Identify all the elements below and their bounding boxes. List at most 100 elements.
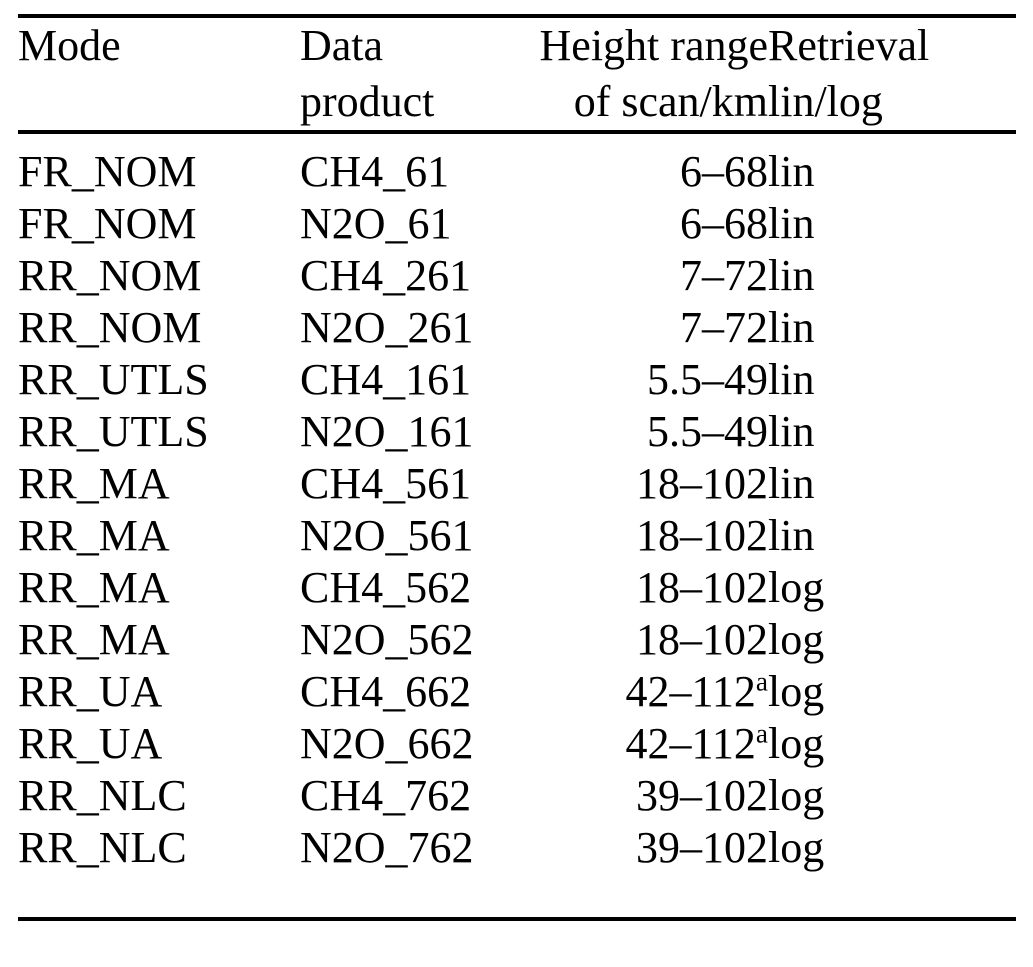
height-range-value: 42–112: [625, 719, 756, 768]
data-product-cell: CH4_561: [300, 459, 472, 508]
height-range-cell: 42–112a: [536, 666, 768, 718]
height-range-cell: 7–72: [536, 250, 768, 302]
mode-cell: RR_MA: [18, 563, 170, 612]
mode-cell: FR_NOM: [18, 199, 197, 248]
mode-cell: FR_NOM: [18, 147, 197, 196]
height-range-cell: 5.5–49: [536, 406, 768, 458]
mode-header-line1: Mode: [18, 21, 121, 70]
table-row: RR_UA N2O_662 42–112a log: [18, 718, 1016, 770]
header-row: Mode Data product Height range of scan/k…: [18, 16, 1016, 134]
data-product-cell: N2O_662: [300, 719, 474, 768]
data-product-cell: CH4_562: [300, 563, 472, 612]
height-range-value: 5.5–49: [647, 355, 768, 404]
table-row: RR_NLC CH4_762 39–102 log: [18, 770, 1016, 822]
data-product-cell: CH4_161: [300, 355, 472, 404]
data-product-cell: CH4_762: [300, 771, 472, 820]
retrieval-cell: lin: [768, 147, 815, 196]
retrieval-cell: lin: [768, 355, 815, 404]
height-range-value: 39–102: [636, 771, 768, 820]
retrieval-cell: lin: [768, 511, 815, 560]
table-row: FR_NOM CH4_61 6–68 lin: [18, 132, 1016, 198]
height-range-cell: 18–102: [536, 458, 768, 510]
mode-cell: RR_MA: [18, 615, 170, 664]
height-range-cell: 5.5–49: [536, 354, 768, 406]
table-row: RR_MA CH4_561 18–102 lin: [18, 458, 1016, 510]
scan-modes-table: Mode Data product Height range of scan/k…: [18, 14, 1016, 921]
height-range-column-header: Height range of scan/km: [536, 16, 768, 134]
data-product-column-header: Data product: [300, 16, 536, 134]
retrieval-cell: log: [768, 667, 825, 716]
retrieval-header-line1: Retrieval: [768, 21, 930, 70]
retrieval-header-line2: lin/log: [768, 77, 883, 126]
retrieval-cell: log: [768, 563, 825, 612]
retrieval-cell: log: [768, 771, 825, 820]
retrieval-cell: lin: [768, 407, 815, 456]
height-range-cell: 18–102: [536, 614, 768, 666]
data-product-cell: N2O_161: [300, 407, 474, 456]
data-product-cell: N2O_562: [300, 615, 474, 664]
height-range-value: 5.5–49: [647, 407, 768, 456]
data-product-header-line1: Data: [300, 21, 384, 70]
table-row: FR_NOM N2O_61 6–68 lin: [18, 198, 1016, 250]
mode-cell: RR_MA: [18, 511, 170, 560]
height-range-value: 18–102: [636, 511, 768, 560]
table-row: RR_NOM CH4_261 7–72 lin: [18, 250, 1016, 302]
height-range-header-line2: of scan/km: [573, 77, 768, 126]
retrieval-cell: lin: [768, 199, 815, 248]
height-range-value: 39–102: [636, 823, 768, 872]
data-product-cell: CH4_662: [300, 667, 472, 716]
height-range-value: 42–112: [625, 667, 756, 716]
height-range-value: 18–102: [636, 563, 768, 612]
mode-cell: RR_UTLS: [18, 355, 209, 404]
mode-cell: RR_NOM: [18, 303, 202, 352]
height-range-value: 7–72: [680, 303, 768, 352]
mode-column-header: Mode: [18, 16, 300, 134]
table-row: RR_UA CH4_662 42–112a log: [18, 666, 1016, 718]
data-product-cell: CH4_261: [300, 251, 472, 300]
height-range-value: 6–68: [680, 147, 768, 196]
height-range-header-line1: Height range: [539, 21, 768, 70]
height-range-cell: 39–102: [536, 770, 768, 822]
retrieval-cell: log: [768, 823, 825, 872]
mode-cell: RR_NLC: [18, 823, 187, 872]
height-range-value: 18–102: [636, 459, 768, 508]
mode-cell: RR_UA: [18, 719, 163, 768]
retrieval-cell: lin: [768, 459, 815, 508]
table-header: Mode Data product Height range of scan/k…: [18, 16, 1016, 134]
table-row: RR_NLC N2O_762 39–102 log: [18, 822, 1016, 919]
table-row: RR_MA N2O_562 18–102 log: [18, 614, 1016, 666]
data-product-cell: N2O_261: [300, 303, 474, 352]
footnote-marker: a: [755, 666, 768, 697]
retrieval-cell: log: [768, 719, 825, 768]
mode-cell: RR_NLC: [18, 771, 187, 820]
mode-cell: RR_UA: [18, 667, 163, 716]
table-row: RR_MA N2O_561 18–102 lin: [18, 510, 1016, 562]
height-range-cell: 18–102: [536, 562, 768, 614]
height-range-cell: 6–68: [536, 132, 768, 198]
height-range-cell: 39–102: [536, 822, 768, 919]
data-product-header-line2: product: [300, 77, 435, 126]
data-product-cell: N2O_61: [300, 199, 452, 248]
height-range-cell: 18–102: [536, 510, 768, 562]
retrieval-cell: lin: [768, 303, 815, 352]
retrieval-cell: lin: [768, 251, 815, 300]
height-range-cell: 42–112a: [536, 718, 768, 770]
table-row: RR_MA CH4_562 18–102 log: [18, 562, 1016, 614]
footnote-marker: a: [755, 718, 768, 749]
height-range-cell: 7–72: [536, 302, 768, 354]
table-row: RR_UTLS CH4_161 5.5–49 lin: [18, 354, 1016, 406]
mode-cell: RR_MA: [18, 459, 170, 508]
height-range-value: 7–72: [680, 251, 768, 300]
table-body: FR_NOM CH4_61 6–68 lin FR_NOM N2O_61 6–6…: [18, 132, 1016, 919]
height-range-value: 6–68: [680, 199, 768, 248]
mode-cell: RR_NOM: [18, 251, 202, 300]
data-product-cell: N2O_762: [300, 823, 474, 872]
mode-cell: RR_UTLS: [18, 407, 209, 456]
data-product-cell: N2O_561: [300, 511, 474, 560]
retrieval-cell: log: [768, 615, 825, 664]
data-product-cell: CH4_61: [300, 147, 450, 196]
table-row: RR_NOM N2O_261 7–72 lin: [18, 302, 1016, 354]
height-range-value: 18–102: [636, 615, 768, 664]
table-row: RR_UTLS N2O_161 5.5–49 lin: [18, 406, 1016, 458]
